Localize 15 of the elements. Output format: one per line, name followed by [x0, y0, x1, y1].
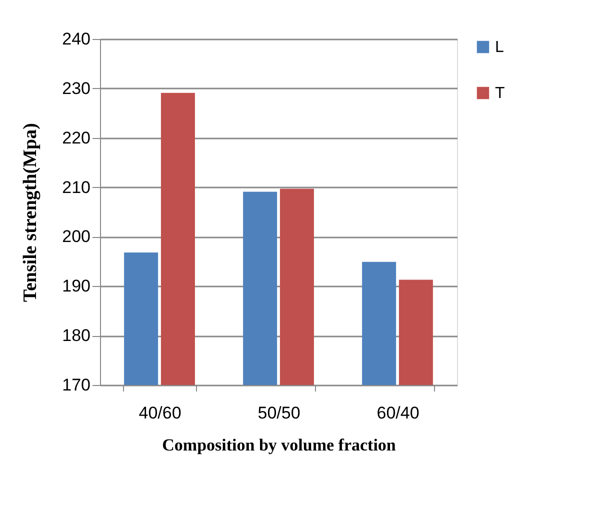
x-axis-title: Composition by volume fraction: [162, 436, 396, 454]
y-tick-label: 190: [62, 276, 90, 296]
y-tick-label: 230: [62, 78, 90, 98]
x-tick-label: 40/60: [138, 404, 182, 422]
y-tick-label: 240: [62, 30, 90, 48]
y-axis-title: Tensile strength(Mpa): [20, 123, 42, 302]
y-tick-label: 200: [62, 227, 90, 246]
legend-label: T: [495, 85, 505, 102]
y-tick-label: 210: [62, 178, 90, 197]
y-tick-label: 180: [62, 326, 90, 346]
legend-label: L: [495, 39, 504, 56]
y-tick-label: 170: [62, 376, 90, 394]
x-tick-label: 60/40: [376, 404, 420, 422]
y-tick-label: 220: [62, 128, 90, 148]
x-tick-label: 50/50: [258, 404, 300, 422]
